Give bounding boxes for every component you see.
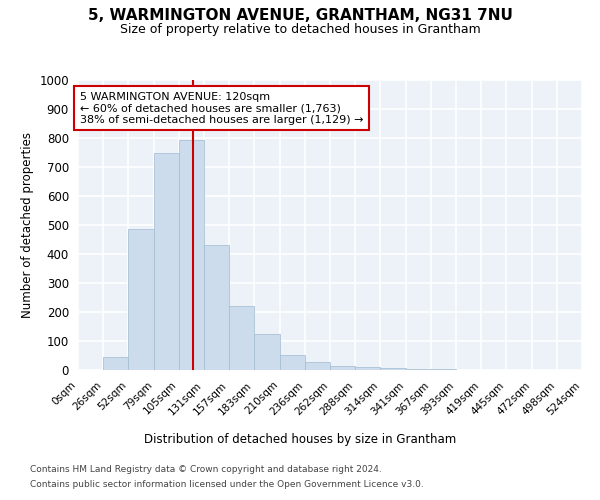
- Text: 5 WARMINGTON AVENUE: 120sqm
← 60% of detached houses are smaller (1,763)
38% of : 5 WARMINGTON AVENUE: 120sqm ← 60% of det…: [80, 92, 364, 125]
- Bar: [406, 369, 431, 370]
- Bar: [179, 140, 204, 370]
- Bar: [154, 153, 179, 370]
- Bar: [103, 357, 128, 370]
- Text: Contains public sector information licensed under the Open Government Licence v3: Contains public sector information licen…: [30, 480, 424, 489]
- Bar: [229, 306, 254, 370]
- Text: Distribution of detached houses by size in Grantham: Distribution of detached houses by size …: [144, 432, 456, 446]
- Text: 5, WARMINGTON AVENUE, GRANTHAM, NG31 7NU: 5, WARMINGTON AVENUE, GRANTHAM, NG31 7NU: [88, 8, 512, 22]
- Bar: [280, 355, 305, 370]
- Text: Contains HM Land Registry data © Crown copyright and database right 2024.: Contains HM Land Registry data © Crown c…: [30, 465, 382, 474]
- Bar: [254, 334, 280, 370]
- Text: Size of property relative to detached houses in Grantham: Size of property relative to detached ho…: [119, 22, 481, 36]
- Bar: [380, 368, 406, 370]
- Bar: [128, 229, 154, 370]
- Bar: [355, 367, 380, 370]
- Bar: [305, 362, 330, 370]
- Bar: [204, 244, 229, 370]
- Y-axis label: Number of detached properties: Number of detached properties: [21, 132, 34, 318]
- Bar: [330, 366, 355, 370]
